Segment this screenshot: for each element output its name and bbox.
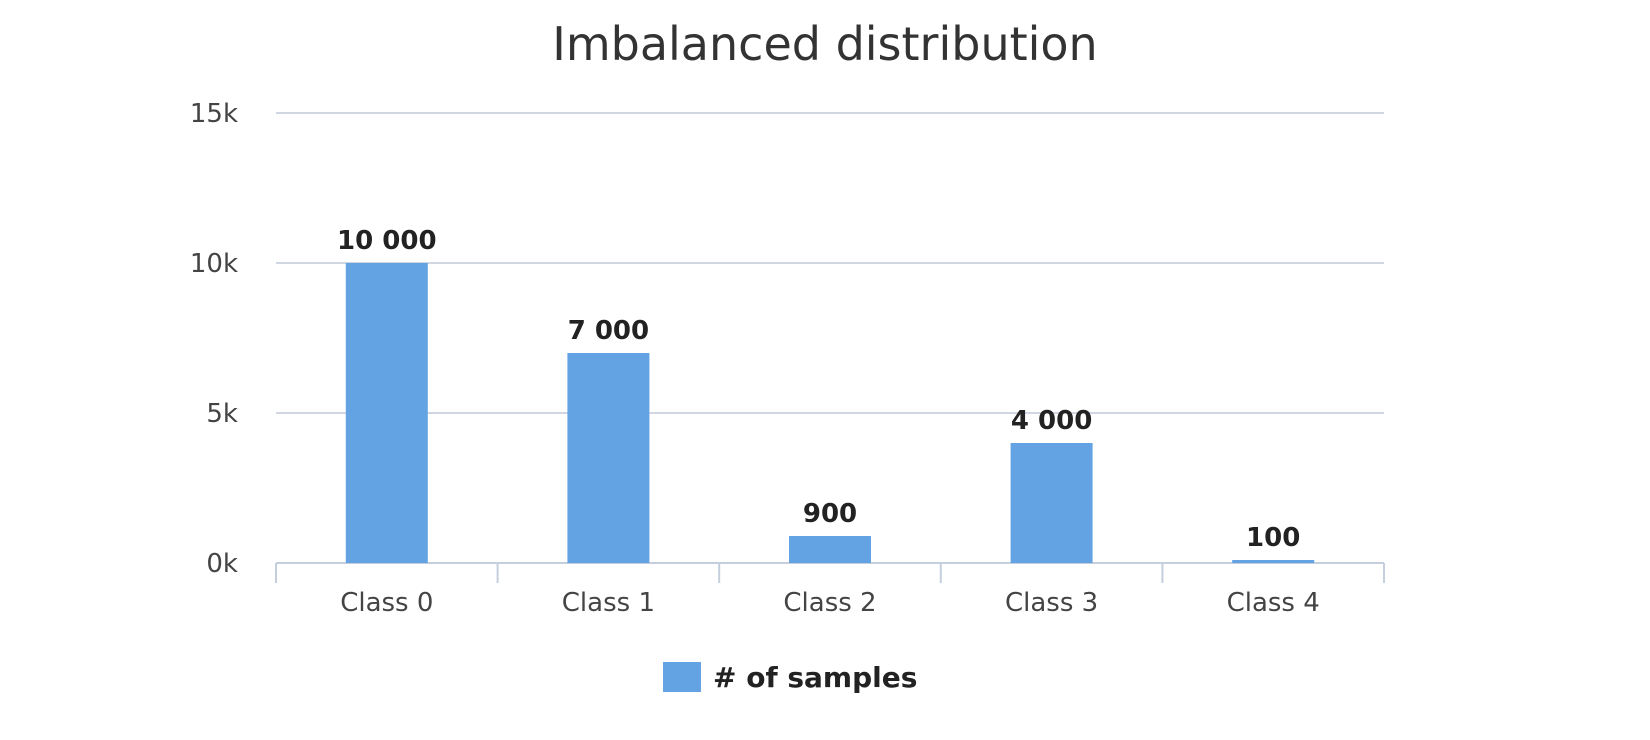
data-label: 100	[1246, 523, 1300, 553]
x-tick-label: Class 2	[783, 588, 876, 618]
x-tick-label: Class 4	[1227, 588, 1320, 618]
y-tick-label: 10k	[190, 249, 238, 279]
data-label: 900	[803, 499, 857, 529]
legend[interactable]: # of samples	[663, 661, 917, 694]
bar[interactable]	[1011, 443, 1093, 563]
grid-layer	[276, 113, 1384, 413]
bar[interactable]	[1232, 560, 1314, 563]
data-label: 10 000	[337, 226, 437, 256]
data-labels-layer: 10 000 7 000 900 4 000 100	[337, 226, 1300, 553]
legend-label[interactable]: # of samples	[713, 661, 917, 694]
data-label: 7 000	[568, 316, 649, 346]
y-tick-label: 0k	[206, 549, 238, 579]
legend-swatch[interactable]	[663, 662, 701, 692]
bar[interactable]	[567, 353, 649, 563]
x-tick-label: Class 0	[340, 588, 433, 618]
x-tick-label: Class 3	[1005, 588, 1098, 618]
bar[interactable]	[789, 536, 871, 563]
x-tick-label: Class 1	[562, 588, 655, 618]
chart-title: Imbalanced distribution	[552, 17, 1097, 71]
y-tick-label: 5k	[206, 399, 238, 429]
bar[interactable]	[346, 263, 428, 563]
data-label: 4 000	[1011, 406, 1092, 436]
y-tick-label: 15k	[190, 99, 238, 129]
